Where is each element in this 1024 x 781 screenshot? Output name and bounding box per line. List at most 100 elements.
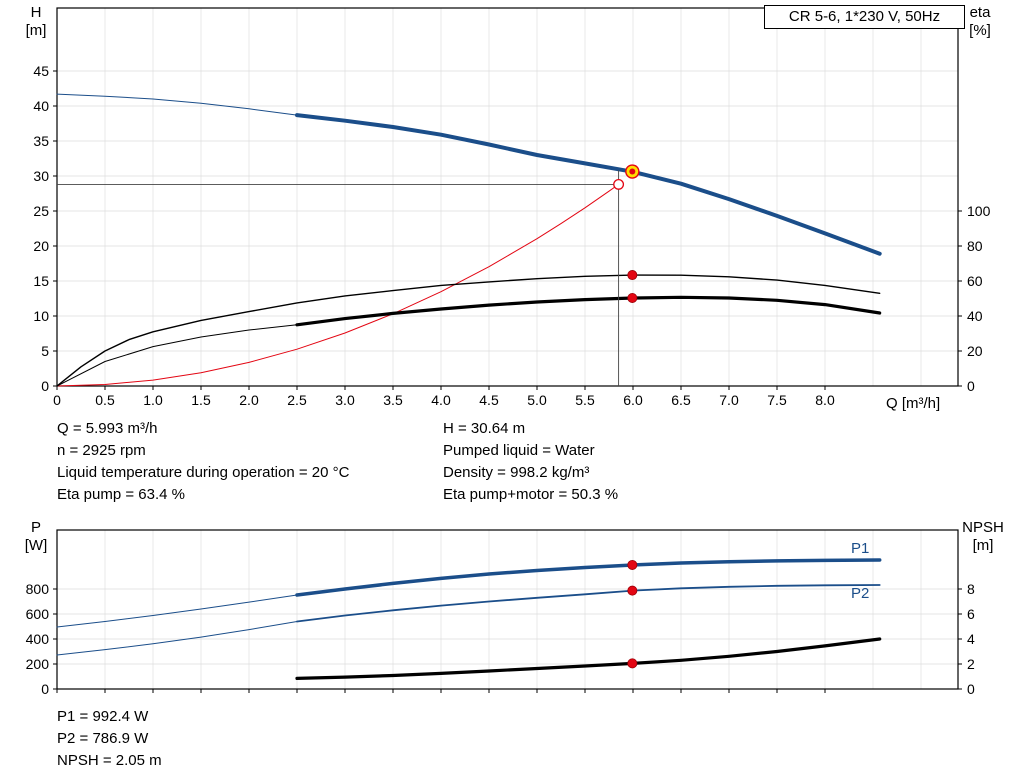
series-p1-curve xyxy=(295,558,882,597)
left-axis-tick-label: 30 xyxy=(33,168,49,184)
p2-curve-label: P2 xyxy=(851,585,870,602)
axis-tick-labels: 0 200 400 600 800 0 2 4 6 8 xyxy=(26,581,975,697)
series-p1-lead xyxy=(56,594,298,628)
operating-data-left: Q = 5.993 m³/h n = 2925 rpm Liquid tempe… xyxy=(57,418,349,506)
target-point-marker xyxy=(613,178,625,190)
info-density: Density = 998.2 kg/m³ xyxy=(443,464,590,481)
h-axis-title: H [m] xyxy=(18,4,54,40)
x-axis-tick-label: 3.0 xyxy=(335,392,355,408)
left-axis-tick-label: 35 xyxy=(33,133,49,149)
series-p2-lead xyxy=(56,621,298,656)
npsh-axis-symbol: NPSH xyxy=(962,519,1004,536)
right-axis-tick-label: 2 xyxy=(967,656,975,672)
left-axis-tick-label: 25 xyxy=(33,203,49,219)
right-axis-tick-label: 0 xyxy=(967,681,975,697)
axis-ticks xyxy=(53,70,962,390)
right-axis-tick-label: 0 xyxy=(967,378,975,394)
left-axis-tick-label: 800 xyxy=(26,581,50,597)
left-axis-tick-label: 200 xyxy=(26,656,50,672)
result-p2: P2 = 786.9 W xyxy=(57,730,149,747)
left-axis-tick-label: 20 xyxy=(33,238,49,254)
h-axis-unit: [m] xyxy=(25,22,47,39)
x-axis-tick-label: 6.0 xyxy=(623,392,643,408)
axis-ticks xyxy=(53,588,962,693)
info-liquid-temp: Liquid temperature during operation = 20… xyxy=(57,464,350,481)
x-axis-tick-label: 2.0 xyxy=(239,392,259,408)
series-eta-pump-motor xyxy=(295,295,882,327)
eta-axis-unit: [%] xyxy=(969,22,991,39)
p-axis-symbol: P xyxy=(30,519,41,536)
series-npsh-curve xyxy=(295,637,882,681)
x-axis-tick-label: 5.5 xyxy=(575,392,595,408)
result-npsh: NPSH = 2.05 m xyxy=(57,752,162,769)
series-qh-lead xyxy=(56,93,298,116)
chart-frame xyxy=(56,7,959,387)
value-dot-marker xyxy=(627,658,638,669)
series-p2-curve xyxy=(296,584,881,623)
info-head: H = 30.64 m xyxy=(443,420,526,437)
x-axis-tick-label: 7.0 xyxy=(719,392,739,408)
eta-axis-symbol: eta xyxy=(969,4,991,21)
left-axis-tick-label: 5 xyxy=(41,343,49,359)
right-axis-tick-label: 6 xyxy=(967,606,975,622)
x-axis-tick-label: 6.5 xyxy=(671,392,691,408)
left-axis-tick-label: 45 xyxy=(33,63,49,79)
npsh-axis-unit: [m] xyxy=(972,537,994,554)
left-axis-tick-label: 40 xyxy=(33,98,49,114)
left-axis-tick-label: 0 xyxy=(41,681,49,697)
value-dot-marker xyxy=(627,559,638,570)
right-axis-tick-label: 20 xyxy=(967,343,983,359)
series-system-curve xyxy=(56,183,620,387)
pump-model-title: CR 5-6, 1*230 V, 50Hz xyxy=(764,5,965,29)
right-axis-tick-label: 60 xyxy=(967,273,983,289)
q-axis-title: Q [m³/h] xyxy=(886,395,941,412)
h-axis-symbol: H xyxy=(30,4,42,21)
series-qh-curve xyxy=(295,113,882,256)
left-axis-tick-label: 400 xyxy=(26,631,50,647)
eta-axis-title: eta [%] xyxy=(958,4,1002,40)
axis-tick-labels: 0 5 10 15 20 25 30 35 40 45 0 20 40 60 80 100 0 0.5 1.0 1.5… xyxy=(33,63,990,408)
npsh-axis-title: NPSH [m] xyxy=(952,519,1014,555)
info-speed: n = 2925 rpm xyxy=(57,442,146,459)
x-axis-tick-label: 2.5 xyxy=(287,392,307,408)
result-p1: P1 = 992.4 W xyxy=(57,708,149,725)
right-axis-tick-label: 100 xyxy=(967,203,991,219)
value-dot-marker xyxy=(627,270,638,281)
power-npsh-chart: 0 200 400 600 800 0 2 4 6 8 xyxy=(26,529,975,697)
left-axis-tick-label: 10 xyxy=(33,308,49,324)
info-flow: Q = 5.993 m³/h xyxy=(57,420,158,437)
x-axis-tick-label: 5.0 xyxy=(527,392,547,408)
gridlines xyxy=(57,8,958,386)
p-axis-unit: [W] xyxy=(24,537,48,554)
results-block: P1 = 992.4 W P2 = 786.9 W NPSH = 2.05 m xyxy=(57,706,162,772)
right-axis-tick-label: 8 xyxy=(967,581,975,597)
duty-point-center xyxy=(629,168,636,175)
x-axis-tick-label: 3.5 xyxy=(383,392,403,408)
left-axis-tick-label: 600 xyxy=(26,606,50,622)
right-axis-tick-label: 80 xyxy=(967,238,983,254)
x-axis-tick-label: 8.0 xyxy=(815,392,835,408)
p1-curve-label: P1 xyxy=(851,540,870,557)
x-axis-tick-label: 0.5 xyxy=(95,392,115,408)
p-axis-title: P [W] xyxy=(18,519,54,555)
gridlines xyxy=(57,530,958,689)
value-dot-marker xyxy=(627,292,638,303)
left-axis-tick-label: 15 xyxy=(33,273,49,289)
operating-data-right: H = 30.64 m Pumped liquid = Water Densit… xyxy=(443,418,618,506)
series-eta-pump xyxy=(56,274,881,387)
right-axis-tick-label: 40 xyxy=(967,308,983,324)
x-axis-tick-label: 7.5 xyxy=(767,392,787,408)
info-eta-pump: Eta pump = 63.4 % xyxy=(57,486,185,503)
chart-frame xyxy=(56,529,959,690)
x-axis-tick-label: 0 xyxy=(53,392,61,408)
right-axis-tick-label: 4 xyxy=(967,631,975,647)
x-axis-tick-label: 4.5 xyxy=(479,392,499,408)
x-axis-tick-label: 1.5 xyxy=(191,392,211,408)
info-pumped-liquid: Pumped liquid = Water xyxy=(443,442,595,459)
info-eta-pump-motor: Eta pump+motor = 50.3 % xyxy=(443,486,619,503)
qh-eta-chart: 0 5 10 15 20 25 30 35 40 45 0 20 40 60 80 100 0 0.5 1.0 1.5… xyxy=(33,7,991,408)
x-axis-tick-label: 1.0 xyxy=(143,392,163,408)
series-eta-pump-motor-lead xyxy=(56,324,298,387)
value-dot-marker xyxy=(627,585,638,596)
